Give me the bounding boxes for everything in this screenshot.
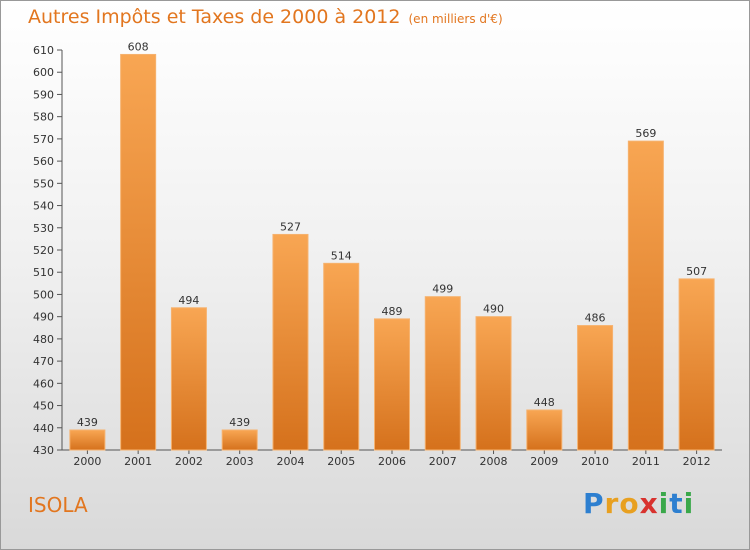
y-tick-label: 570 — [33, 133, 54, 146]
y-tick-label: 510 — [33, 266, 54, 279]
bar-value-label: 439 — [229, 416, 250, 429]
y-tick-label: 490 — [33, 311, 54, 324]
logo-letter: P — [583, 487, 605, 520]
y-tick-label: 530 — [33, 222, 54, 235]
x-tick-label: 2004 — [276, 455, 304, 468]
bar-value-label: 439 — [77, 416, 98, 429]
y-tick-label: 450 — [33, 400, 54, 413]
bar — [475, 316, 512, 451]
x-tick-label: 2000 — [73, 455, 101, 468]
logo-letter: t — [669, 487, 684, 520]
bar — [374, 318, 410, 451]
x-tick-label: 2003 — [226, 455, 254, 468]
y-tick-label: 540 — [33, 200, 54, 213]
bar-value-label: 499 — [432, 283, 453, 296]
bar-value-label: 486 — [585, 312, 606, 325]
logo-letter: r — [604, 487, 620, 520]
bar — [221, 429, 258, 451]
bar-value-label: 490 — [483, 303, 504, 316]
bars-group: 439 608 494 439 527 514 489 499 490 448 486 569 507 — [69, 40, 715, 451]
y-tick-label: 580 — [33, 111, 54, 124]
y-tick-label: 460 — [33, 377, 54, 390]
bar-value-label: 448 — [534, 396, 555, 409]
bar-value-label: 507 — [686, 265, 707, 278]
bar — [577, 325, 614, 451]
y-tick-label: 600 — [33, 66, 54, 79]
y-tick-label: 610 — [33, 44, 54, 57]
bar — [120, 53, 157, 451]
x-tick-label: 2012 — [683, 455, 711, 468]
y-tick-label: 560 — [33, 155, 54, 168]
bar — [170, 307, 207, 451]
place-name: ISOLA — [28, 493, 88, 517]
proxiti-logo[interactable]: Proxiti — [583, 487, 694, 520]
y-tick-label: 430 — [33, 444, 54, 457]
title-text: Autres Impôts et Taxes de 2000 à 2012 — [28, 6, 401, 28]
x-tick-label: 2001 — [124, 455, 152, 468]
x-tick-label: 2005 — [327, 455, 355, 468]
logo-letter: x — [639, 487, 659, 520]
y-tick-label: 470 — [33, 355, 54, 368]
y-tick-label: 440 — [33, 422, 54, 435]
x-tick-label: 2002 — [175, 455, 203, 468]
bar-value-label: 489 — [382, 305, 403, 318]
bar-value-label: 527 — [280, 220, 301, 233]
bar-value-label: 608 — [128, 40, 149, 53]
bar-value-label: 569 — [635, 127, 656, 140]
logo-letter: i — [683, 487, 695, 520]
x-tick-label: 2010 — [581, 455, 609, 468]
bar-value-label: 514 — [331, 249, 352, 262]
x-tick-label: 2009 — [530, 455, 558, 468]
bar — [627, 140, 664, 451]
chart-title: Autres Impôts et Taxes de 2000 à 2012 (en… — [28, 6, 503, 28]
y-tick-label: 520 — [33, 244, 54, 257]
logo-letter: o — [619, 487, 640, 520]
x-tick-label: 2006 — [378, 455, 406, 468]
bar-value-label: 494 — [178, 294, 199, 307]
y-tick-label: 550 — [33, 177, 54, 190]
bar — [526, 409, 563, 451]
x-tick-label: 2008 — [480, 455, 508, 468]
bar — [678, 278, 715, 451]
x-tick-label: 2007 — [429, 455, 457, 468]
bar — [272, 233, 309, 451]
unit-label: (en milliers d'€) — [408, 12, 503, 26]
bar — [69, 429, 106, 451]
bar — [323, 262, 360, 451]
y-tick-label: 480 — [33, 333, 54, 346]
y-tick-label: 500 — [33, 288, 54, 301]
axes: 430 440 450 460 470 480 490 500 510 520 530 540 550 5… — [33, 44, 722, 468]
x-tick-label: 2011 — [632, 455, 660, 468]
logo-letter: i — [658, 487, 670, 520]
bar — [424, 296, 461, 451]
y-tick-label: 590 — [33, 88, 54, 101]
